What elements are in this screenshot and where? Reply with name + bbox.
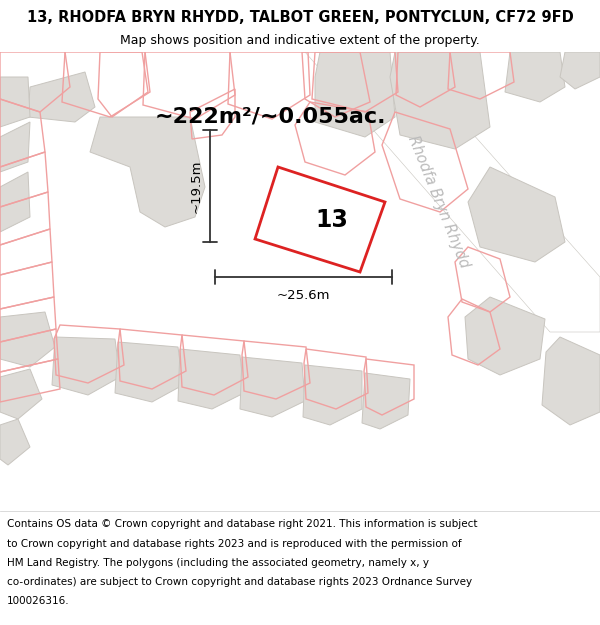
Polygon shape (0, 122, 30, 172)
Polygon shape (0, 77, 30, 127)
Text: HM Land Registry. The polygons (including the associated geometry, namely x, y: HM Land Registry. The polygons (includin… (7, 558, 429, 568)
Text: to Crown copyright and database rights 2023 and is reproduced with the permissio: to Crown copyright and database rights 2… (7, 539, 462, 549)
Text: Contains OS data © Crown copyright and database right 2021. This information is : Contains OS data © Crown copyright and d… (7, 519, 478, 529)
Polygon shape (468, 167, 565, 262)
Polygon shape (362, 373, 410, 429)
Text: ~19.5m: ~19.5m (190, 159, 203, 212)
Polygon shape (178, 349, 244, 409)
Polygon shape (0, 419, 30, 465)
Text: Map shows position and indicative extent of the property.: Map shows position and indicative extent… (120, 34, 480, 47)
Polygon shape (465, 297, 545, 375)
Text: ~222m²/~0.055ac.: ~222m²/~0.055ac. (155, 107, 386, 127)
Polygon shape (303, 365, 362, 425)
Polygon shape (560, 52, 600, 89)
Polygon shape (542, 337, 600, 425)
Polygon shape (240, 357, 305, 417)
Polygon shape (0, 312, 55, 367)
Text: Rhodfa Bryn Rhydd: Rhodfa Bryn Rhydd (404, 134, 472, 271)
Text: 13: 13 (315, 208, 348, 232)
Text: co-ordinates) are subject to Crown copyright and database rights 2023 Ordnance S: co-ordinates) are subject to Crown copyr… (7, 577, 472, 587)
Polygon shape (115, 342, 183, 402)
Polygon shape (28, 72, 95, 122)
Text: 13, RHODFA BRYN RHYDD, TALBOT GREEN, PONTYCLUN, CF72 9FD: 13, RHODFA BRYN RHYDD, TALBOT GREEN, PON… (26, 11, 574, 26)
Polygon shape (0, 172, 30, 232)
Polygon shape (0, 369, 42, 419)
Polygon shape (305, 52, 600, 332)
Polygon shape (255, 167, 385, 272)
Polygon shape (90, 117, 205, 227)
Text: 100026316.: 100026316. (7, 596, 70, 606)
Text: ~25.6m: ~25.6m (277, 289, 330, 302)
Polygon shape (390, 52, 490, 149)
Polygon shape (52, 337, 120, 395)
Polygon shape (505, 52, 565, 102)
Polygon shape (315, 52, 395, 137)
